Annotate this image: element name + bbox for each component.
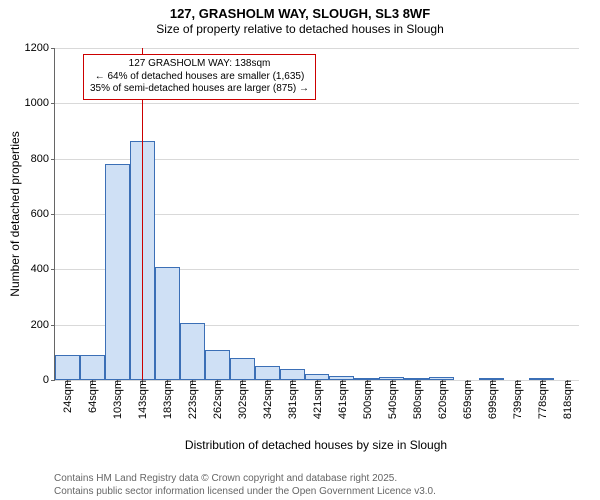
chart-subtitle: Size of property relative to detached ho… [0,22,600,36]
xtick-label: 143sqm [135,380,149,419]
ytick-label: 1200 [25,42,55,54]
xtick-label: 381sqm [285,380,299,419]
xtick-label: 620sqm [435,380,449,419]
histogram-bar [205,350,230,380]
footer-line: Contains public sector information licen… [54,486,436,499]
xtick-label: 64sqm [85,380,99,413]
xtick-label: 183sqm [160,380,174,419]
ytick-label: 800 [31,153,55,165]
xtick-label: 778sqm [535,380,549,419]
histogram-bar [280,369,305,380]
histogram-bar [255,366,280,380]
xtick-label: 103sqm [110,380,124,419]
xtick-label: 223sqm [185,380,199,419]
callout-box: 127 GRASHOLM WAY: 138sqm← 64% of detache… [83,54,316,100]
ytick-label: 0 [43,374,55,386]
chart-title: 127, GRASHOLM WAY, SLOUGH, SL3 8WF [0,6,600,22]
xtick-label: 262sqm [210,380,224,419]
ytick-label: 600 [31,208,55,220]
xtick-label: 461sqm [335,380,349,419]
callout-line: 35% of semi-detached houses are larger (… [90,83,309,96]
histogram-bar [80,355,105,380]
histogram-bar [180,323,205,380]
xtick-label: 342sqm [260,380,274,419]
xtick-label: 818sqm [560,380,574,419]
plot-area: 02004006008001000120024sqm64sqm103sqm143… [54,48,579,381]
histogram-bar [55,355,80,380]
xtick-label: 540sqm [385,380,399,419]
callout-line: 127 GRASHOLM WAY: 138sqm [90,58,309,71]
ytick-label: 200 [31,319,55,331]
xtick-label: 24sqm [60,380,74,413]
ytick-label: 1000 [25,97,55,109]
chart-container: 127, GRASHOLM WAY, SLOUGH, SL3 8WF Size … [0,0,600,500]
histogram-bar [230,358,255,380]
histogram-bar [105,164,130,380]
histogram-bar [155,267,180,380]
footer-attribution: Contains HM Land Registry data © Crown c… [54,473,436,498]
gridline [55,103,579,104]
x-axis-label: Distribution of detached houses by size … [54,438,578,452]
y-axis-label: Number of detached properties [8,131,22,296]
xtick-label: 580sqm [410,380,424,419]
gridline [55,48,579,49]
footer-line: Contains HM Land Registry data © Crown c… [54,473,436,486]
xtick-label: 659sqm [460,380,474,419]
callout-line: ← 64% of detached houses are smaller (1,… [90,71,309,84]
xtick-label: 500sqm [360,380,374,419]
xtick-label: 302sqm [235,380,249,419]
xtick-label: 421sqm [310,380,324,419]
xtick-label: 739sqm [510,380,524,419]
xtick-label: 699sqm [485,380,499,419]
ytick-label: 400 [31,263,55,275]
